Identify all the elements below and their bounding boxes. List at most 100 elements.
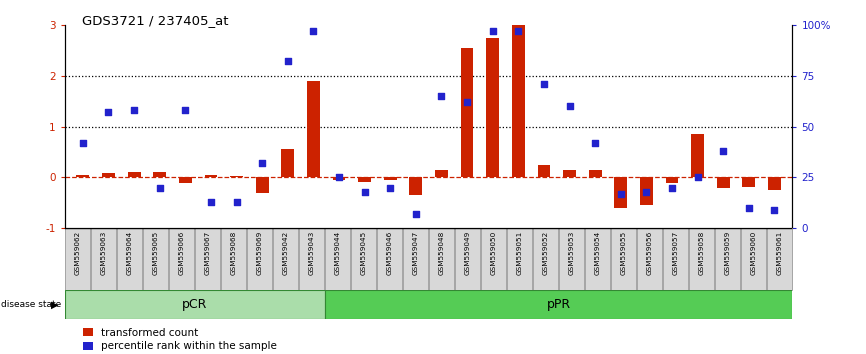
Text: GSM559052: GSM559052 — [543, 231, 548, 275]
Bar — [435, 170, 448, 177]
Bar — [170, 228, 194, 290]
Bar — [76, 175, 89, 177]
Point — [358, 189, 372, 195]
Bar — [487, 38, 499, 177]
Bar — [715, 228, 740, 290]
Point — [512, 28, 526, 34]
Point — [101, 109, 115, 115]
Text: pCR: pCR — [182, 298, 208, 311]
Bar — [742, 177, 755, 187]
Bar — [717, 177, 730, 188]
Point — [435, 93, 449, 99]
Bar — [614, 177, 627, 208]
Bar — [281, 149, 294, 177]
Text: pPR: pPR — [546, 298, 571, 311]
Bar — [559, 228, 584, 290]
Text: GSM559048: GSM559048 — [439, 231, 444, 275]
Text: GSM559061: GSM559061 — [777, 231, 782, 275]
Text: GSM559053: GSM559053 — [569, 231, 574, 275]
Bar — [741, 228, 766, 290]
Bar — [359, 177, 371, 182]
Text: GSM559050: GSM559050 — [491, 231, 496, 275]
Bar — [589, 170, 602, 177]
Bar — [430, 228, 454, 290]
Bar — [563, 170, 576, 177]
Point — [229, 199, 243, 205]
Text: GSM559049: GSM559049 — [465, 231, 470, 275]
Point — [716, 148, 730, 154]
Text: GSM559068: GSM559068 — [231, 231, 236, 275]
Bar — [153, 172, 166, 177]
Bar — [456, 228, 480, 290]
Bar — [481, 228, 506, 290]
Text: GSM559047: GSM559047 — [413, 231, 418, 275]
Point — [563, 103, 577, 109]
Bar — [248, 228, 272, 290]
Bar — [691, 134, 704, 177]
Bar — [118, 228, 142, 290]
Text: GSM559056: GSM559056 — [647, 231, 652, 275]
Bar — [179, 177, 191, 183]
Bar — [325, 290, 792, 319]
Text: GSM559057: GSM559057 — [673, 231, 678, 275]
Bar — [255, 177, 268, 193]
Bar — [768, 177, 781, 190]
Text: GSM559062: GSM559062 — [75, 231, 81, 275]
Text: GSM559066: GSM559066 — [179, 231, 184, 275]
Bar — [666, 177, 678, 183]
Bar — [300, 228, 324, 290]
Bar — [410, 177, 423, 195]
Point — [76, 140, 90, 146]
Bar — [378, 228, 402, 290]
Point — [486, 28, 500, 34]
Text: GSM559069: GSM559069 — [257, 231, 262, 275]
Bar — [204, 175, 217, 177]
Text: GSM559044: GSM559044 — [335, 231, 340, 275]
Bar — [352, 228, 376, 290]
Bar — [637, 228, 662, 290]
Point — [384, 185, 397, 190]
Bar — [333, 177, 346, 180]
Bar — [196, 228, 220, 290]
Bar — [640, 177, 653, 205]
Point — [691, 175, 705, 180]
Bar — [307, 81, 320, 177]
Text: GSM559046: GSM559046 — [387, 231, 392, 275]
Text: GSM559065: GSM559065 — [153, 231, 158, 275]
Text: disease state: disease state — [1, 300, 61, 309]
Point — [614, 191, 628, 196]
Bar — [230, 176, 243, 177]
Text: GSM559045: GSM559045 — [361, 231, 366, 275]
Bar — [512, 25, 525, 177]
Bar — [65, 290, 325, 319]
Bar — [585, 228, 610, 290]
Text: GSM559042: GSM559042 — [283, 231, 288, 275]
Point — [307, 28, 320, 34]
Text: GSM559054: GSM559054 — [595, 231, 600, 275]
Bar — [689, 228, 714, 290]
Bar — [611, 228, 636, 290]
Text: ▶: ▶ — [51, 300, 59, 310]
Text: GSM559067: GSM559067 — [205, 231, 210, 275]
Text: GSM559060: GSM559060 — [751, 231, 756, 275]
Point — [588, 140, 602, 146]
Point — [255, 160, 269, 166]
Point — [409, 211, 423, 217]
Bar — [274, 228, 298, 290]
Bar — [767, 228, 792, 290]
Bar — [507, 228, 532, 290]
Text: GSM559043: GSM559043 — [309, 231, 314, 275]
Point — [178, 108, 192, 113]
Text: GSM559063: GSM559063 — [101, 231, 107, 275]
Text: GSM559051: GSM559051 — [517, 231, 522, 275]
Point — [204, 199, 218, 205]
Bar — [127, 172, 140, 177]
Point — [742, 205, 756, 211]
Point — [639, 189, 653, 195]
Bar — [102, 173, 115, 177]
Text: GDS3721 / 237405_at: GDS3721 / 237405_at — [82, 14, 229, 27]
Bar — [222, 228, 246, 290]
Bar — [663, 228, 688, 290]
Bar — [404, 228, 428, 290]
Legend: transformed count, percentile rank within the sample: transformed count, percentile rank withi… — [82, 328, 277, 351]
